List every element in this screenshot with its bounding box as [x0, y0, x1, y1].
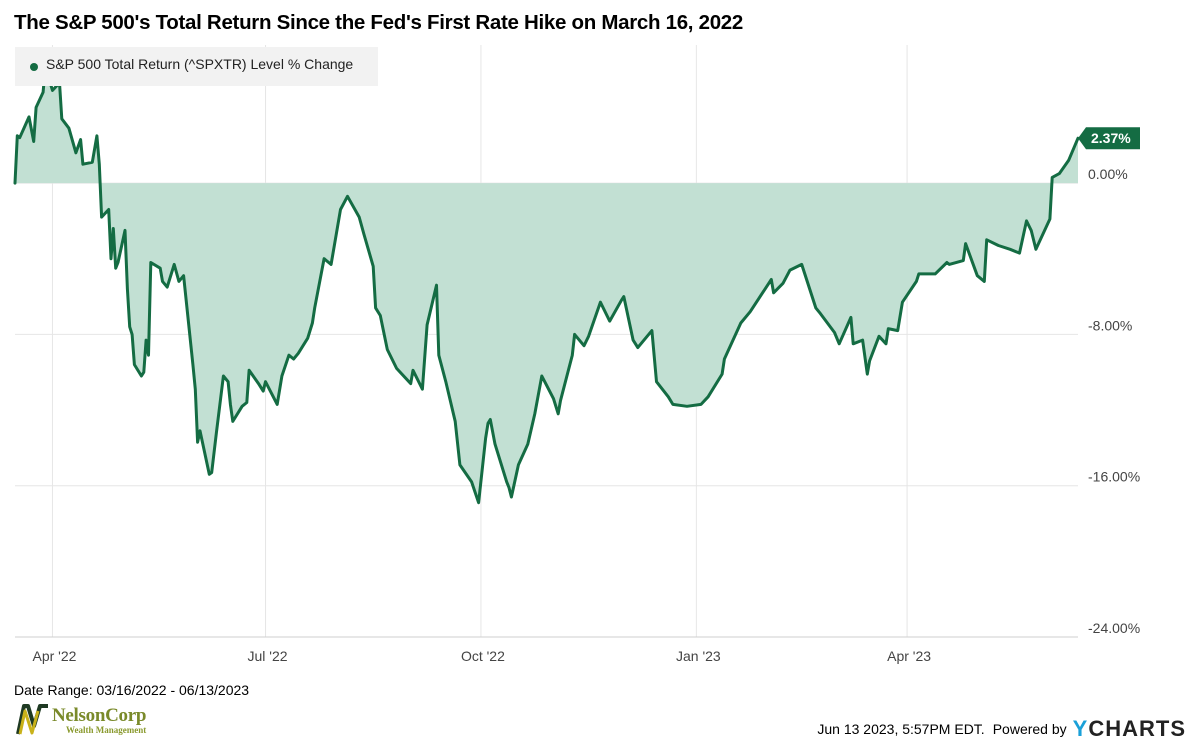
nelsoncorp-n-icon — [16, 704, 48, 735]
series-area — [15, 65, 1078, 503]
x-tick-label: Apr '23 — [887, 648, 931, 664]
legend: S&P 500 Total Return (^SPXTR) Level % Ch… — [15, 47, 378, 86]
logo-name: NelsonCorp — [52, 705, 147, 726]
legend-label: S&P 500 Total Return (^SPXTR) Level % Ch… — [46, 56, 354, 72]
x-tick-label: Oct '22 — [461, 648, 505, 664]
ycharts-logo[interactable]: YCHARTS — [1073, 716, 1186, 742]
last-value-badge — [1078, 127, 1140, 150]
ycharts-logo-y: Y — [1072, 716, 1089, 741]
y-tick-label: -24.00% — [1088, 620, 1140, 636]
x-tick-label: Apr '22 — [33, 648, 77, 664]
y-tick-label: -8.00% — [1088, 317, 1132, 333]
x-tick-label: Jan '23 — [676, 648, 721, 664]
tick-layer: 0.00% -8.00% -16.00% -24.00% Apr '22 Jul '22 O… — [33, 166, 1141, 664]
footer-attribution: Jun 13 2023, 5:57PM EDT. Powered by YCHA… — [817, 714, 1186, 744]
x-tick-label: Jul '22 — [248, 648, 288, 664]
date-range: Date Range: 03/16/2022 - 06/13/2023 — [14, 682, 250, 698]
powered-by-label: Powered by — [992, 721, 1067, 737]
area-layer — [15, 65, 1078, 503]
legend-dot-icon — [30, 63, 38, 71]
chart-title: The S&P 500's Total Return Since the Fed… — [14, 11, 743, 34]
y-tick-label: -16.00% — [1088, 469, 1140, 485]
nelsoncorp-logo: NelsonCorp Wealth Management — [16, 703, 146, 737]
ycharts-logo-text: CHARTS — [1088, 716, 1186, 741]
logo-subtitle: Wealth Management — [66, 725, 147, 735]
badge-layer: 2.37% — [1078, 127, 1140, 150]
series-line — [13, 64, 1080, 505]
line-layer — [13, 64, 1080, 505]
last-value-label: 2.37% — [1091, 130, 1131, 146]
y-tick-label: 0.00% — [1088, 166, 1128, 182]
timestamp: Jun 13 2023, 5:57PM EDT. — [817, 721, 985, 737]
